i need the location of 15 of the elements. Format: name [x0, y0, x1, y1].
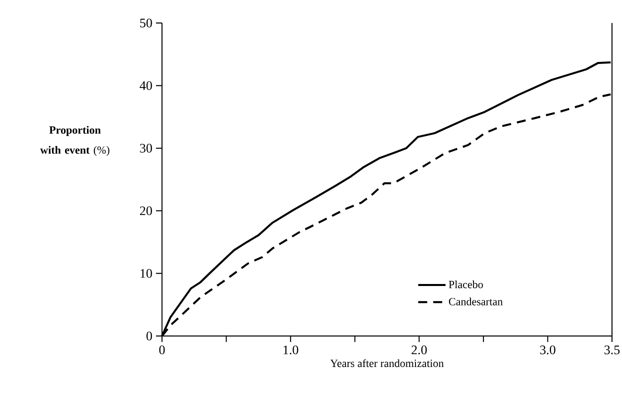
x-tick-label: 1.0 [284, 346, 298, 354]
x-tick-label: 2.0 [412, 346, 427, 354]
x-tick-label: 3.0 [540, 346, 556, 354]
y-tick-label: 0 [146, 332, 152, 340]
y-tick-label: 20 [140, 206, 152, 216]
x-tick-label: 3.5 [604, 346, 620, 354]
x-axis-title: Years after randomization [330, 359, 444, 368]
legend-label: Candesartan [448, 298, 503, 306]
y-axis-title: Proportion with event (%) [40, 126, 110, 156]
y-tick-label: 50 [140, 18, 152, 28]
x-tick-label: 0 [159, 346, 165, 354]
legend-label: Placebo [448, 280, 483, 288]
y-tick-label: 30 [140, 144, 152, 153]
y-tick-label: 10 [140, 269, 152, 278]
y-tick-label: 40 [140, 81, 152, 90]
